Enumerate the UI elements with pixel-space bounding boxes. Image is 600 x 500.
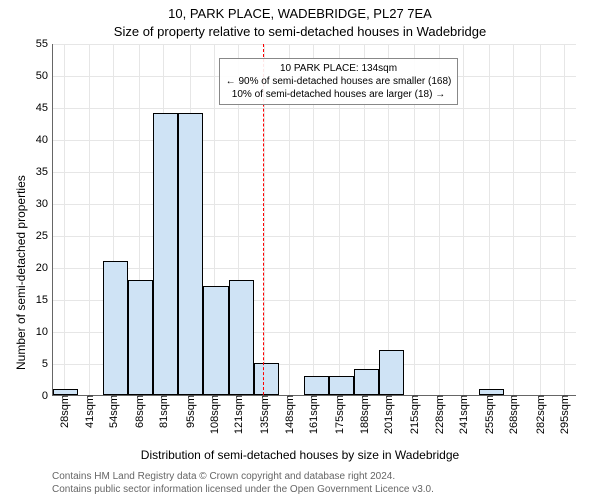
x-tick-label: 68sqm [132,395,146,428]
histogram-bar [153,113,178,395]
histogram-bar [53,389,78,395]
y-axis-label: Number of semi-detached properties [14,175,28,370]
x-tick-label: 28sqm [57,395,71,428]
annotation-line: 10% of semi-detached houses are larger (… [226,88,452,101]
grid-line-v [489,44,490,395]
grid-line-h [53,108,576,109]
x-tick-label: 121sqm [231,395,245,434]
x-tick-label: 135sqm [257,395,271,434]
chart-title-line2: Size of property relative to semi-detach… [0,24,600,39]
x-tick-label: 282sqm [533,395,547,434]
x-tick-label: 54sqm [106,395,120,428]
histogram-bar [329,376,354,395]
histogram-bar [229,280,254,395]
y-tick-label: 15 [36,294,53,306]
x-tick-label: 201sqm [381,395,395,434]
x-tick-label: 295sqm [557,395,571,434]
y-tick-label: 5 [42,358,53,370]
annotation-line: 10 PARK PLACE: 134sqm [226,62,452,75]
x-tick-label: 175sqm [332,395,346,434]
footer-line1: Contains HM Land Registry data © Crown c… [52,471,434,484]
histogram-bar [354,369,379,395]
y-tick-label: 45 [36,102,53,114]
y-tick-label: 40 [36,134,53,146]
grid-line-v [564,44,565,395]
x-tick-label: 188sqm [357,395,371,434]
x-tick-label: 41sqm [82,395,96,428]
chart-footer: Contains HM Land Registry data © Crown c… [52,471,434,496]
grid-line-v [463,44,464,395]
grid-line-h [53,172,576,173]
grid-line-h [53,140,576,141]
x-tick-label: 108sqm [207,395,221,434]
x-tick-label: 268sqm [506,395,520,434]
y-tick-label: 55 [36,38,53,50]
x-tick-label: 241sqm [456,395,470,434]
x-tick-label: 215sqm [407,395,421,434]
x-tick-label: 228sqm [432,395,446,434]
x-axis-label: Distribution of semi-detached houses by … [0,448,600,462]
y-tick-label: 10 [36,326,53,338]
y-tick-label: 50 [36,70,53,82]
histogram-bar [379,350,404,395]
histogram-bar [304,376,329,395]
chart-title-line1: 10, PARK PLACE, WADEBRIDGE, PL27 7EA [0,6,600,21]
annotation-line: ← 90% of semi-detached houses are smalle… [226,75,452,88]
y-tick-label: 20 [36,262,53,274]
footer-line2: Contains public sector information licen… [52,484,434,497]
x-tick-label: 95sqm [183,395,197,428]
histogram-bar [178,113,203,395]
histogram-bar [103,261,128,395]
y-tick-label: 35 [36,166,53,178]
histogram-bar [254,363,279,395]
grid-line-h [53,204,576,205]
grid-line-h [53,236,576,237]
y-tick-label: 30 [36,198,53,210]
histogram-bar [128,280,153,395]
x-tick-label: 81sqm [156,395,170,428]
grid-line-v [89,44,90,395]
grid-line-h [53,44,576,45]
x-tick-label: 255sqm [482,395,496,434]
grid-line-v [540,44,541,395]
grid-line-h [53,268,576,269]
x-tick-label: 161sqm [306,395,320,434]
grid-line-v [513,44,514,395]
histogram-bar [479,389,504,395]
annotation-box: 10 PARK PLACE: 134sqm← 90% of semi-detac… [219,58,459,105]
grid-line-v [64,44,65,395]
y-tick-label: 0 [42,390,53,402]
chart-plot-area: 051015202530354045505528sqm41sqm54sqm68s… [52,44,576,396]
y-tick-label: 25 [36,230,53,242]
histogram-bar [203,286,228,395]
x-tick-label: 148sqm [282,395,296,434]
